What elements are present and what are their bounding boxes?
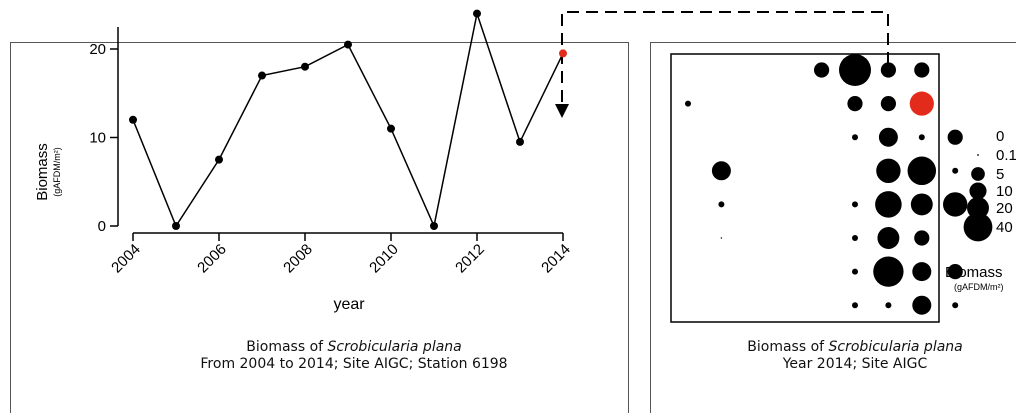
bubble: [852, 235, 858, 241]
bubble: [952, 167, 959, 174]
bubble: [907, 156, 937, 186]
bubble: [814, 62, 830, 78]
bubble: [918, 134, 925, 141]
bubble: [875, 191, 902, 218]
highlight-point: [559, 49, 567, 58]
x-axis: 2004 2006 2008 2010 2012 2014: [108, 232, 574, 277]
legend-label: 10: [996, 183, 1013, 200]
bubble: [852, 302, 858, 309]
legend-bubble: [977, 154, 979, 156]
bubble: [914, 230, 930, 246]
right-chart-caption: Biomass of Scrobicularia plana Year 2014…: [690, 339, 1016, 373]
bubble: [720, 237, 723, 239]
bubble: [876, 158, 901, 183]
bubble: [877, 227, 900, 249]
left-chart-panel: [10, 42, 629, 413]
x-axis-label: year: [333, 296, 365, 313]
bubble: [852, 268, 858, 275]
bubble: [852, 201, 858, 208]
bubble: [880, 62, 896, 78]
x-tick-label: 2012: [452, 241, 488, 277]
bubble: [685, 100, 691, 107]
biomass-series: [129, 9, 567, 230]
data-point: [215, 155, 223, 164]
data-point: [129, 115, 137, 124]
legend-label: 0: [996, 128, 1004, 145]
legend-unit: (gAFDM/m²): [954, 282, 1004, 292]
bubble: [914, 62, 930, 78]
legend-bubble: [969, 182, 987, 200]
data-point: [430, 222, 438, 230]
bubble: [910, 193, 933, 216]
data-point: [473, 9, 481, 18]
bubble: [852, 134, 858, 141]
bubble-points: [685, 54, 968, 315]
connector-arrow: [555, 11, 889, 118]
bubble: [873, 256, 904, 287]
caption-prefix: Biomass of: [747, 339, 829, 355]
left-chart-caption: Biomass of Scrobicularia plana From 2004…: [150, 339, 558, 373]
legend-bubble: [971, 167, 985, 181]
y-tick-label: 20: [89, 41, 106, 58]
x-tick-label: 2008: [280, 241, 316, 277]
x-tick-label: 2004: [108, 241, 144, 277]
caption-species: Scrobicularia plana: [327, 339, 462, 355]
y-axis-unit-label: (gAFDM/m²): [52, 147, 62, 197]
bubble: [847, 96, 863, 112]
data-point: [516, 137, 524, 146]
caption-prefix: Biomass of: [246, 339, 328, 355]
legend-label: 0.1: [996, 147, 1016, 164]
x-tick-label: 2010: [366, 241, 402, 277]
bubble: [947, 129, 963, 145]
y-tick-label: 10: [89, 130, 106, 147]
data-point: [301, 62, 309, 71]
bubble: [839, 54, 871, 86]
data-point: [387, 124, 395, 133]
legend-bubble: [963, 212, 993, 242]
bubble: [880, 96, 896, 112]
y-tick-label: 0: [98, 218, 106, 235]
x-tick-label: 2014: [538, 241, 574, 277]
bubble: [885, 302, 892, 309]
caption-detail: From 2004 to 2014; Site AIGC; Station 61…: [200, 356, 508, 372]
bubble: [952, 302, 959, 309]
y-axis: 0 10 20: [89, 27, 119, 235]
legend-label: 20: [996, 200, 1013, 217]
bubble: [912, 295, 932, 315]
legend-label: 5: [996, 166, 1004, 183]
highlight-bubble: [909, 91, 934, 116]
caption-species: Scrobicularia plana: [828, 339, 963, 355]
bubble: [711, 161, 731, 181]
legend-label: 40: [996, 219, 1013, 236]
data-point: [344, 40, 352, 49]
caption-detail: Year 2014; Site AIGC: [782, 356, 928, 372]
bubble: [912, 262, 932, 282]
legend-bubble: [967, 197, 989, 219]
bubble: [943, 192, 968, 217]
bubble: [947, 264, 963, 280]
y-axis-label: Biomass: [34, 143, 51, 201]
data-point: [258, 71, 266, 80]
biomass-line-chart: 0 10 20 2004 2006 2008 2010 2012 2014 Biomass (…: [34, 9, 574, 313]
right-chart-panel: [650, 42, 1016, 413]
data-point: [172, 222, 180, 230]
x-tick-label: 2006: [194, 241, 230, 277]
legend-title: Biomass: [945, 264, 1003, 281]
bubble-map-frame: [670, 53, 940, 323]
bubble: [718, 201, 725, 208]
bubble: [878, 127, 898, 147]
